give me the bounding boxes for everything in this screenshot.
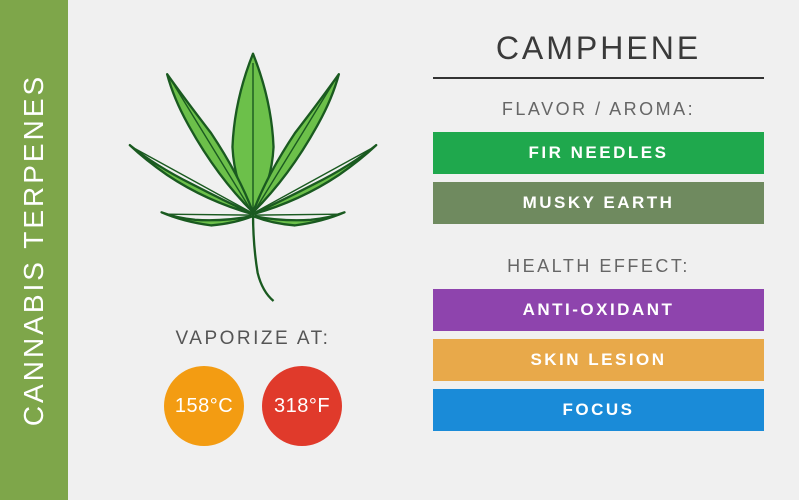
health-bar: ANTI-OXIDANT (433, 289, 764, 331)
right-column: CAMPHENE FLAVOR / AROMA: FIR NEEDLES MUSK… (413, 30, 764, 470)
cannabis-leaf-icon (108, 30, 398, 320)
flavor-bar: MUSKY EARTH (433, 182, 764, 224)
health-bar: FOCUS (433, 389, 764, 431)
left-column: VAPORIZE AT: 158°C 318°F (93, 30, 413, 470)
temperature-row: 158°C 318°F (164, 366, 342, 446)
main-content: VAPORIZE AT: 158°C 318°F CAMPHENE FLAVOR… (68, 0, 799, 500)
health-bar: SKIN LESION (433, 339, 764, 381)
temp-celsius: 158°C (164, 366, 244, 446)
temp-fahrenheit: 318°F (262, 366, 342, 446)
health-bars: ANTI-OXIDANT SKIN LESION FOCUS (433, 289, 764, 439)
flavor-label: FLAVOR / AROMA: (433, 99, 764, 120)
health-label: HEALTH EFFECT: (433, 256, 764, 277)
sidebar-title: CANNABIS TERPENES (18, 74, 50, 426)
sidebar: CANNABIS TERPENES (0, 0, 68, 500)
flavor-bar: FIR NEEDLES (433, 132, 764, 174)
vaporize-label: VAPORIZE AT: (176, 328, 331, 350)
flavor-bars: FIR NEEDLES MUSKY EARTH (433, 132, 764, 232)
terpene-name: CAMPHENE (433, 30, 764, 79)
